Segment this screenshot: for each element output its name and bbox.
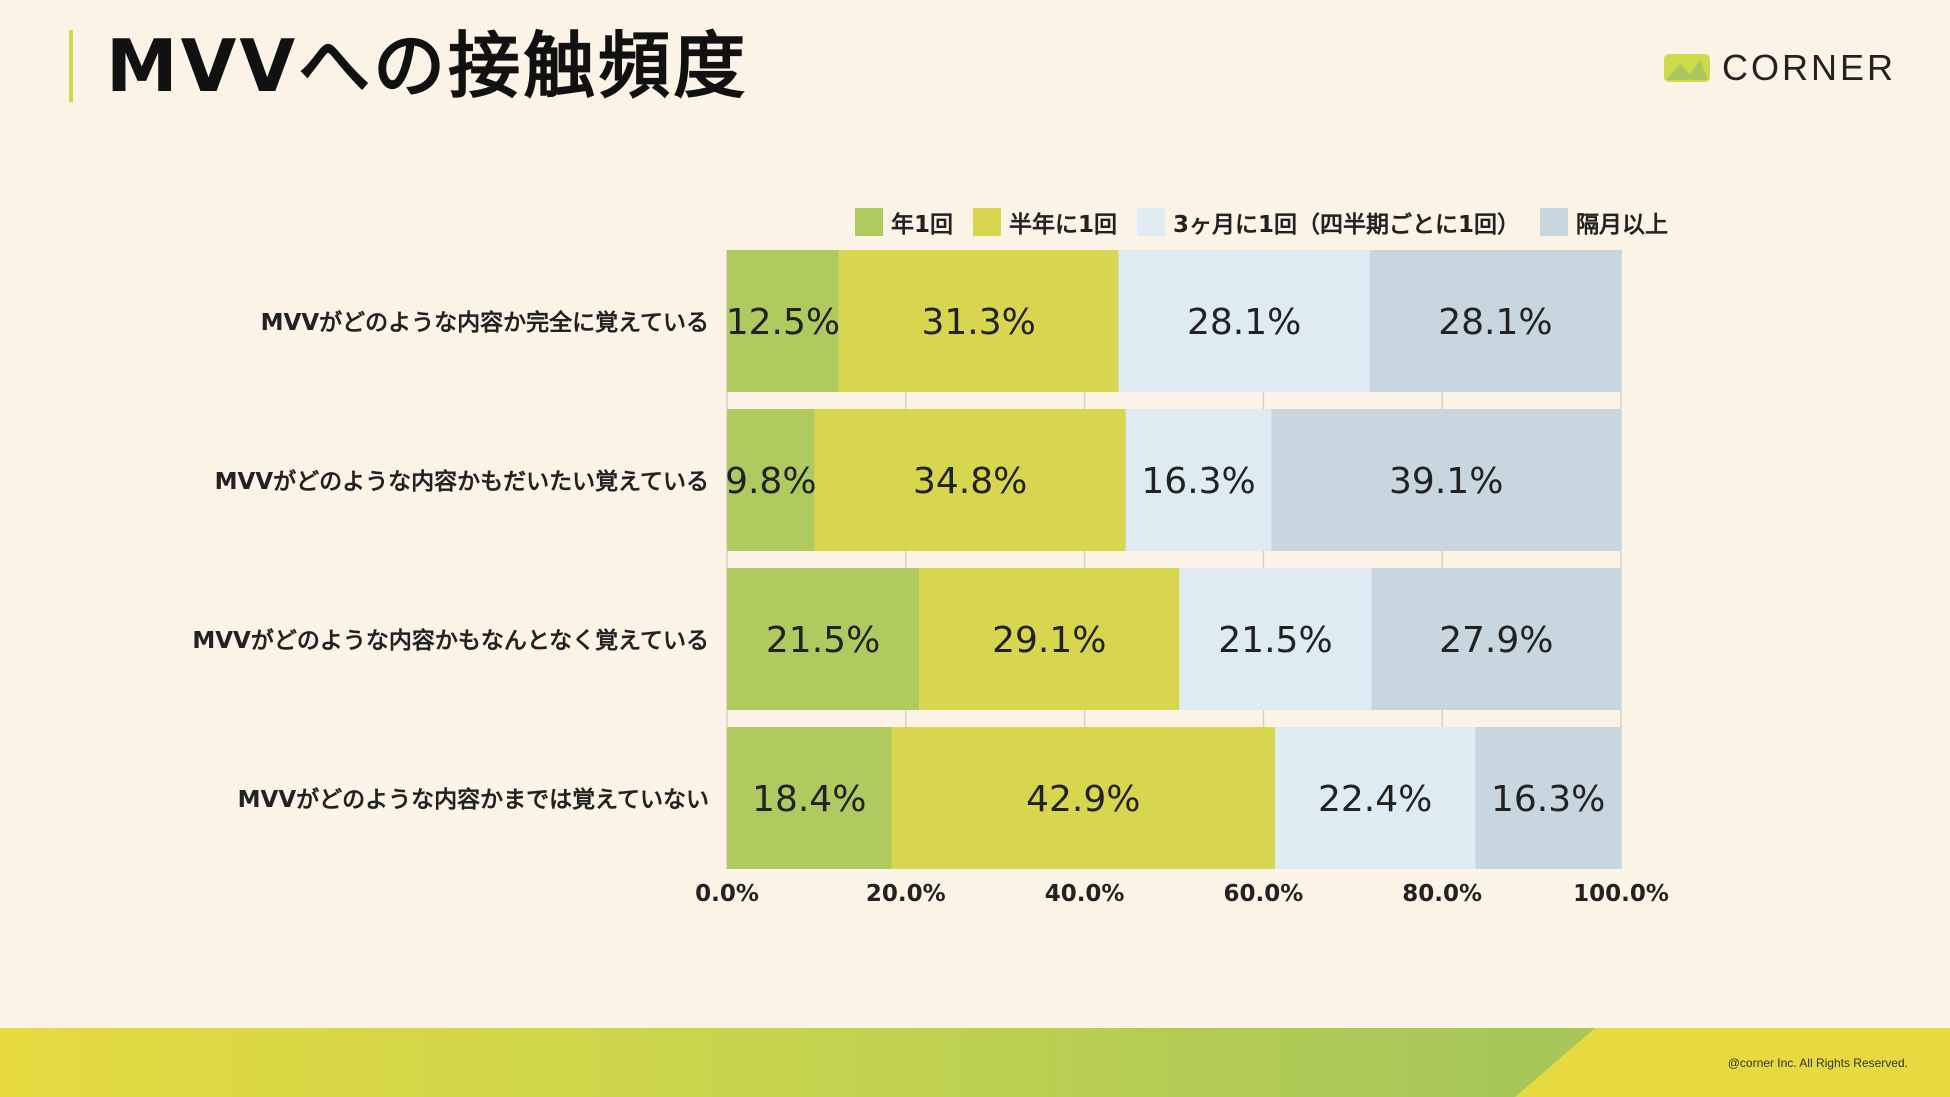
footer-accent [1594,1028,1950,1097]
data-label: 28.1% [1187,302,1301,343]
legend-label: 半年に1回 [1009,212,1118,238]
data-label: 21.5% [1218,620,1332,661]
copyright-text: @corner Inc. All Rights Reserved. [1727,1056,1908,1070]
logo-text: CORNER [1722,47,1897,88]
data-label: 28.1% [1438,302,1552,343]
corner-logo: CORNER [1664,47,1897,88]
footer-diagonal [1515,1028,1595,1097]
legend-item-half-year: 半年に1回 [973,205,1117,239]
data-label: 27.9% [1439,620,1553,661]
data-label: 34.8% [913,461,1027,502]
bar-segment [1118,250,1370,392]
data-label: 16.3% [1491,779,1605,820]
legend-swatch [1137,208,1166,236]
bar-segment [814,409,1126,551]
data-label: 29.1% [992,620,1106,661]
legend-item-yearly: 年1回 [855,205,953,239]
x-tick-label: 40.0% [1045,881,1125,907]
data-label: 18.4% [752,779,866,820]
data-label: 22.4% [1318,779,1432,820]
legend-label: 3ヶ月に1回（四半期ごとに1回） [1173,212,1521,238]
legend-swatch [1540,208,1569,236]
data-label: 16.3% [1141,461,1255,502]
bar-segment [1125,409,1272,551]
category-label: MVVがどのような内容かもだいたい覚えている [215,468,709,495]
bar-segment [919,568,1180,710]
category-label: MVVがどのような内容かまでは覚えていない [238,786,709,813]
bar-segment [1475,727,1621,869]
category-label: MVVがどのような内容かもなんとなく覚えている [192,627,709,654]
bar-segment [727,250,839,392]
x-tick-label: 80.0% [1402,881,1482,907]
bar-segment [727,409,815,551]
data-label: 31.3% [921,302,1035,343]
bar-segment [727,568,920,710]
x-tick-label: 0.0% [695,881,759,907]
data-label: 9.8% [725,461,816,502]
stacked-bar-chart: 12.5% 31.3% 28.1% 28.1% MVVがどのような内容か完全に覚えている… [192,250,1669,907]
x-tick-label: 60.0% [1224,881,1304,907]
data-label: 42.9% [1026,779,1140,820]
title-accent-bar [69,30,73,102]
category-label: MVVがどのような内容か完全に覚えている [261,309,709,336]
data-label: 21.5% [766,620,880,661]
legend-item-bimonthly: 隔月以上 [1540,205,1668,239]
corner-logo-icon [1664,54,1710,82]
bar-segment [891,727,1276,869]
bar-segment [838,250,1119,392]
page-title: MVVへの接触頻度 [106,24,749,108]
legend-swatch [855,208,883,236]
bar-segment [1371,568,1621,710]
x-tick-label: 100.0% [1573,881,1669,907]
legend-label: 隔月以上 [1576,212,1669,238]
bar-segment [1275,727,1476,869]
legend-item-quarterly: 3ヶ月に1回（四半期ごとに1回） [1137,205,1520,239]
x-tick-label: 20.0% [866,881,946,907]
bar-segment [1369,250,1621,392]
chart-legend: 年1回 半年に1回 3ヶ月に1回（四半期ごとに1回） 隔月以上 [855,205,1668,239]
data-label: 12.5% [726,302,840,343]
bar-segment [1271,409,1621,551]
bar-segment [1179,568,1372,710]
legend-label: 年1回 [891,212,954,238]
footer-band: @corner Inc. All Rights Reserved. [0,1028,1950,1097]
legend-swatch [973,208,1002,236]
bar-segment [727,727,892,869]
data-label: 39.1% [1389,461,1503,502]
